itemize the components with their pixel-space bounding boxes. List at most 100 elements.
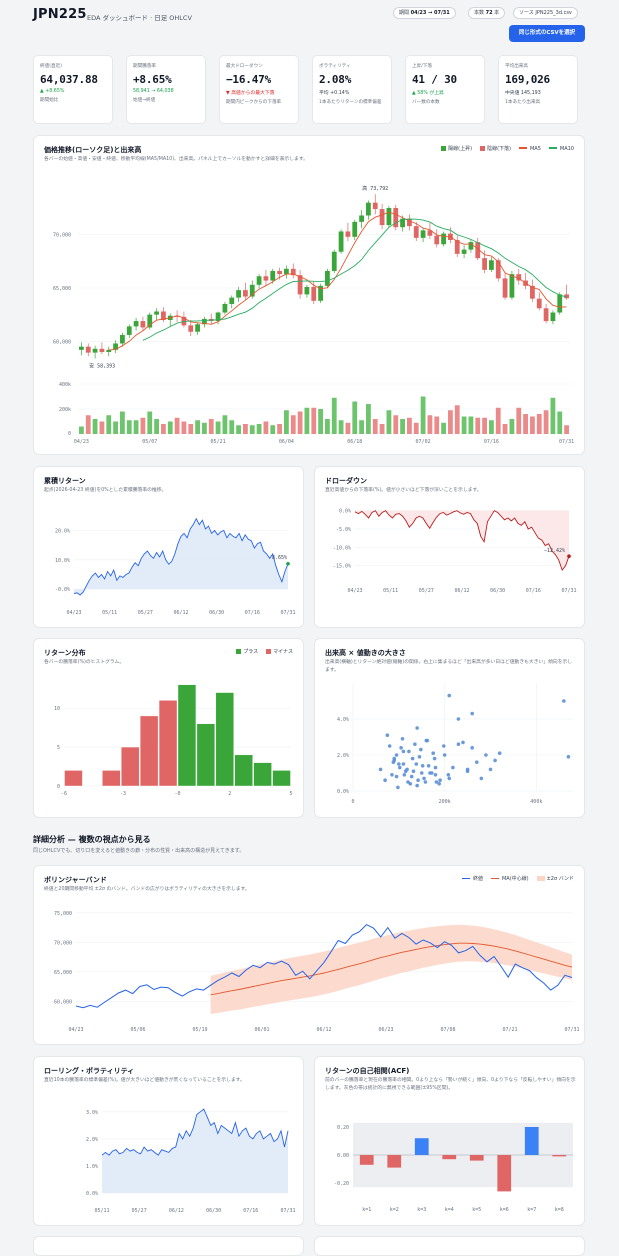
scatter-point — [402, 773, 407, 777]
volume-bar — [379, 424, 385, 434]
kpi-sub: 中央値 145,193 — [505, 91, 541, 96]
candle-body — [372, 202, 378, 210]
x-tick-label: 07/16 — [243, 1208, 258, 1214]
volume-bar — [530, 416, 535, 434]
candle-body — [543, 308, 549, 322]
select-csv-button[interactable]: 同じ形式のCSVを選択 — [509, 25, 585, 42]
x-tick-label: -3 — [120, 791, 126, 797]
x-tick-label: 07/31 — [280, 610, 295, 616]
kpi-card: 終値(直近) 64,037.88 ▲ +8.65% 期間始比 — [33, 55, 113, 124]
scatter-point — [397, 762, 401, 766]
candle-body — [92, 348, 98, 353]
candle-body — [454, 240, 460, 254]
volume-bar — [92, 419, 98, 434]
volume-bar — [366, 404, 371, 434]
acf-bar — [497, 1155, 512, 1192]
dist-desc: 各バーの騰落率(%)のヒストグラム。 — [44, 660, 125, 665]
y-tick-label: 60,000 — [53, 339, 71, 345]
volume-bar — [297, 411, 303, 434]
volume-bar — [564, 425, 569, 434]
dist-chart[interactable]: 0 5 10 -6 -3 -0 2 5 — [34, 639, 305, 819]
scatter-point — [414, 762, 419, 766]
ma10-line — [142, 218, 567, 341]
acf-bar — [414, 1138, 429, 1155]
cum-return-title: 累積リターン — [44, 477, 86, 485]
volume-bar — [304, 407, 310, 434]
candle-body — [386, 208, 392, 226]
rolling-vol-chart[interactable]: 0.0% 1.0% 2.0% 3.0% 05/11 05/27 06/12 06/30 07/1… — [34, 1057, 305, 1227]
volume-bar — [229, 420, 235, 434]
candle-body — [461, 249, 467, 254]
scatter-point — [470, 711, 474, 716]
legend-minus: マイナス — [266, 648, 293, 655]
kpi-note: 期間内ピークからの下落率 — [226, 100, 282, 105]
next-card-right — [314, 1236, 585, 1256]
volume-bar — [502, 424, 508, 434]
scatter-point — [431, 751, 436, 755]
bollinger-title: ボリンジャーバンド — [44, 876, 107, 884]
kpi-label: 上昇/下落 — [412, 64, 432, 69]
candle-body — [400, 218, 405, 228]
candle-body — [393, 208, 399, 228]
volume-bar — [215, 421, 221, 434]
kpi-card: 最大ドローダウン −16.47% ▼ 高値からの最大下落 期間内ピークからの下落率 — [219, 55, 299, 124]
volume-bar — [359, 420, 364, 434]
candle-body — [243, 290, 248, 297]
acf-desc: 前のバーの騰落率と現在の騰落率の相関。0より上なら「勢いが続く」傾向、0より下な… — [325, 1078, 576, 1091]
x-tick-label: 07/31 — [564, 1027, 579, 1033]
cum-return-chart[interactable]: -0.0% 10.0% 20.0% 04/23 05/11 05/27 06/12 06/30… — [34, 467, 305, 629]
volume-bar — [188, 424, 194, 434]
volume-tick-label: 400k — [59, 382, 71, 388]
candle-body — [420, 230, 426, 238]
period-value: 04/23 → 07/31 — [410, 10, 450, 16]
drawdown-chart[interactable]: 0.0% -5.0% -10.0% -15.0% 04/23 05/11 05/27 06/1… — [315, 467, 586, 629]
candle-body — [468, 242, 474, 250]
volume-bar — [277, 424, 282, 434]
area-fill — [102, 1109, 288, 1193]
scatter-point — [420, 764, 425, 768]
end-point — [286, 561, 290, 566]
vol-scatter-card: 出来高 × 値動きの大きさ 出来高(横軸)とリターン絶対値(縦軸)の関係。右上に… — [314, 638, 585, 818]
candle-body — [133, 321, 139, 327]
x-tick-label: 05/07 — [142, 439, 157, 445]
candle-body — [502, 278, 508, 298]
candle-body — [236, 290, 241, 298]
x-tick-label: k=2 — [390, 1207, 399, 1213]
y-tick-label: -5.0% — [336, 527, 351, 533]
kpi-sub: ▲ +8.65% — [40, 89, 65, 94]
candle-body — [564, 294, 569, 299]
scatter-point — [438, 778, 442, 782]
volume-bar — [454, 405, 460, 434]
volume-bar — [550, 397, 556, 434]
kpi-card: 上昇/下落 41 / 30 ▲ 58% が上昇 バー数の本数 — [405, 55, 485, 124]
x-tick-label: 04/23 — [347, 588, 362, 594]
scatter-point — [493, 758, 497, 763]
acf-bar — [469, 1155, 484, 1161]
count-value: 72 — [485, 10, 493, 16]
scatter-point — [423, 780, 428, 784]
dist-card: リターン分布 各バーの騰落率(%)のヒストグラム。 プラス マイナス 0 5 10 -… — [33, 638, 304, 818]
price-chart[interactable]: 60,000 65,000 70,000 高 73,792 安 58,393 200k 40… — [34, 136, 586, 456]
kpi-card: 平均出来高 169,026 中央値 145,193 1本あたり出来高 — [498, 55, 578, 124]
scatter-point — [484, 753, 488, 757]
scatter-point — [433, 765, 438, 770]
scatter-point — [405, 767, 409, 772]
scatter-point — [394, 753, 399, 757]
scatter-point — [432, 756, 437, 761]
y-tick-label: 70,000 — [54, 940, 72, 946]
acf-bar — [387, 1155, 402, 1168]
volume-bar — [263, 421, 269, 434]
volume-bar — [475, 417, 481, 434]
bollinger-chart[interactable]: 60,000 65,000 70,000 75,000 04/23 05/06 05/19 0… — [34, 866, 586, 1046]
histogram-bar — [139, 715, 159, 787]
volume-bar — [85, 415, 91, 434]
acf-chart[interactable]: 0.20 0.00 -0.20 k=1 k=2 k=3 k=4 k=5 k=6 k=7 k=8 — [315, 1057, 586, 1227]
x-tick-label: 0 — [351, 799, 354, 805]
vol-scatter-chart[interactable]: 0.0% 2.0% 4.0% 0 200k 400k — [315, 639, 586, 819]
volume-bar — [222, 415, 228, 434]
ma-center-line — [210, 942, 573, 996]
scatter-point — [470, 746, 474, 750]
series-line — [73, 517, 289, 596]
volume-bar — [413, 422, 419, 434]
y-tick-label: 0.0% — [337, 789, 349, 795]
